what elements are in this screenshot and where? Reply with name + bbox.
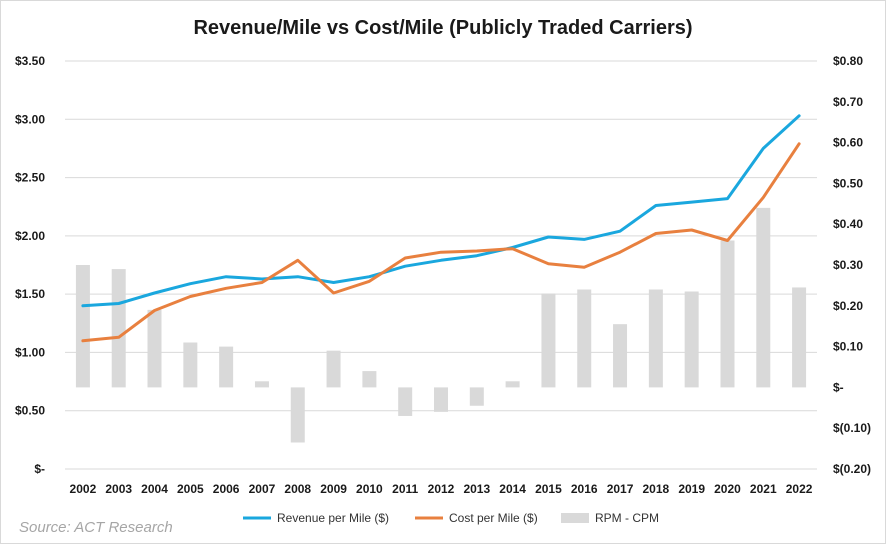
rpm-cpm-bar [792, 287, 807, 388]
x-tick-label: 2007 [249, 482, 276, 496]
x-tick-label: 2004 [141, 482, 168, 496]
x-tick-label: 2008 [284, 482, 311, 496]
y-left-tick-label: $- [34, 462, 45, 476]
x-tick-label: 2014 [499, 482, 526, 496]
y-left-tick-label: $2.50 [15, 171, 45, 185]
x-tick-label: 2016 [571, 482, 598, 496]
y-left-tick-label: $1.00 [15, 345, 45, 359]
rpm-cpm-bar [720, 240, 735, 388]
rpm-cpm-bar [183, 342, 198, 388]
y-right-tick-label: $0.20 [833, 299, 863, 313]
source-note: Source: ACT Research [19, 519, 173, 536]
rpm-cpm-bar [326, 350, 341, 388]
legend-revenue-per-mile-label: Revenue per Mile ($) [277, 511, 389, 525]
y-right-tick-label: $0.80 [833, 54, 863, 68]
y-left-tick-label: $3.50 [15, 54, 45, 68]
rpm-cpm-bar [541, 293, 556, 388]
rpm-cpm-bar [648, 289, 663, 388]
rpm-cpm-bar [398, 387, 413, 416]
x-tick-label: 2010 [356, 482, 383, 496]
revenue-per-mile-line [81, 114, 801, 308]
x-tick-label: 2012 [428, 482, 455, 496]
x-tick-label: 2018 [643, 482, 670, 496]
x-tick-label: 2013 [463, 482, 490, 496]
x-tick-label: 2009 [320, 482, 347, 496]
y-right-tick-label: $0.40 [833, 217, 863, 231]
y-right-tick-label: $0.60 [833, 136, 863, 150]
x-tick-label: 2020 [714, 482, 741, 496]
y-right-tick-label: $0.10 [833, 340, 863, 354]
rpm-cpm-bar [254, 381, 269, 388]
y-right-tick-label: $(0.20) [833, 462, 871, 476]
rpm-cpm-bar [111, 269, 126, 388]
x-tick-label: 2022 [786, 482, 813, 496]
rpm-cpm-bar [505, 381, 520, 388]
rpm-cpm-bar [756, 207, 771, 388]
y-right-tick-label: $0.30 [833, 258, 863, 272]
x-tick-label: 2006 [213, 482, 240, 496]
x-tick-label: 2019 [678, 482, 705, 496]
y-left-tick-label: $1.50 [15, 287, 45, 301]
legend-rpm-cpm-swatch [561, 513, 589, 523]
y-right-tick-label: $0.50 [833, 176, 863, 190]
legend-rpm-cpm-label: RPM - CPM [595, 511, 659, 525]
y-right-tick-label: $0.70 [833, 95, 863, 109]
x-tick-label: 2002 [70, 482, 97, 496]
y-left-tick-label: $0.50 [15, 404, 45, 418]
x-tick-label: 2003 [105, 482, 132, 496]
rpm-cpm-bar [147, 309, 162, 388]
legend-cost-per-mile-label: Cost per Mile ($) [449, 511, 538, 525]
rpm-cpm-bar [434, 387, 448, 412]
rpm-cpm-bar [613, 324, 628, 388]
rpm-cpm-bar [219, 346, 234, 388]
cost-per-mile-line [81, 142, 801, 343]
x-tick-label: 2011 [392, 482, 418, 496]
x-tick-label: 2021 [750, 482, 777, 496]
rpm-cpm-bar [469, 387, 484, 406]
rpm-cpm-bar [290, 387, 305, 443]
rpm-cpm-bar [75, 265, 90, 388]
x-tick-label: 2005 [177, 482, 204, 496]
y-right-tick-label: $- [833, 380, 844, 394]
rpm-cpm-bar [362, 371, 377, 388]
rpm-cpm-bar [577, 289, 592, 388]
y-left-tick-label: $3.00 [15, 112, 45, 126]
chart-title: Revenue/Mile vs Cost/Mile (Publicly Trad… [193, 17, 693, 39]
x-tick-label: 2015 [535, 482, 562, 496]
rpm-cpm-bar [684, 291, 699, 388]
y-right-tick-label: $(0.10) [833, 421, 871, 435]
y-left-tick-label: $2.00 [15, 229, 45, 243]
x-tick-label: 2017 [607, 482, 634, 496]
